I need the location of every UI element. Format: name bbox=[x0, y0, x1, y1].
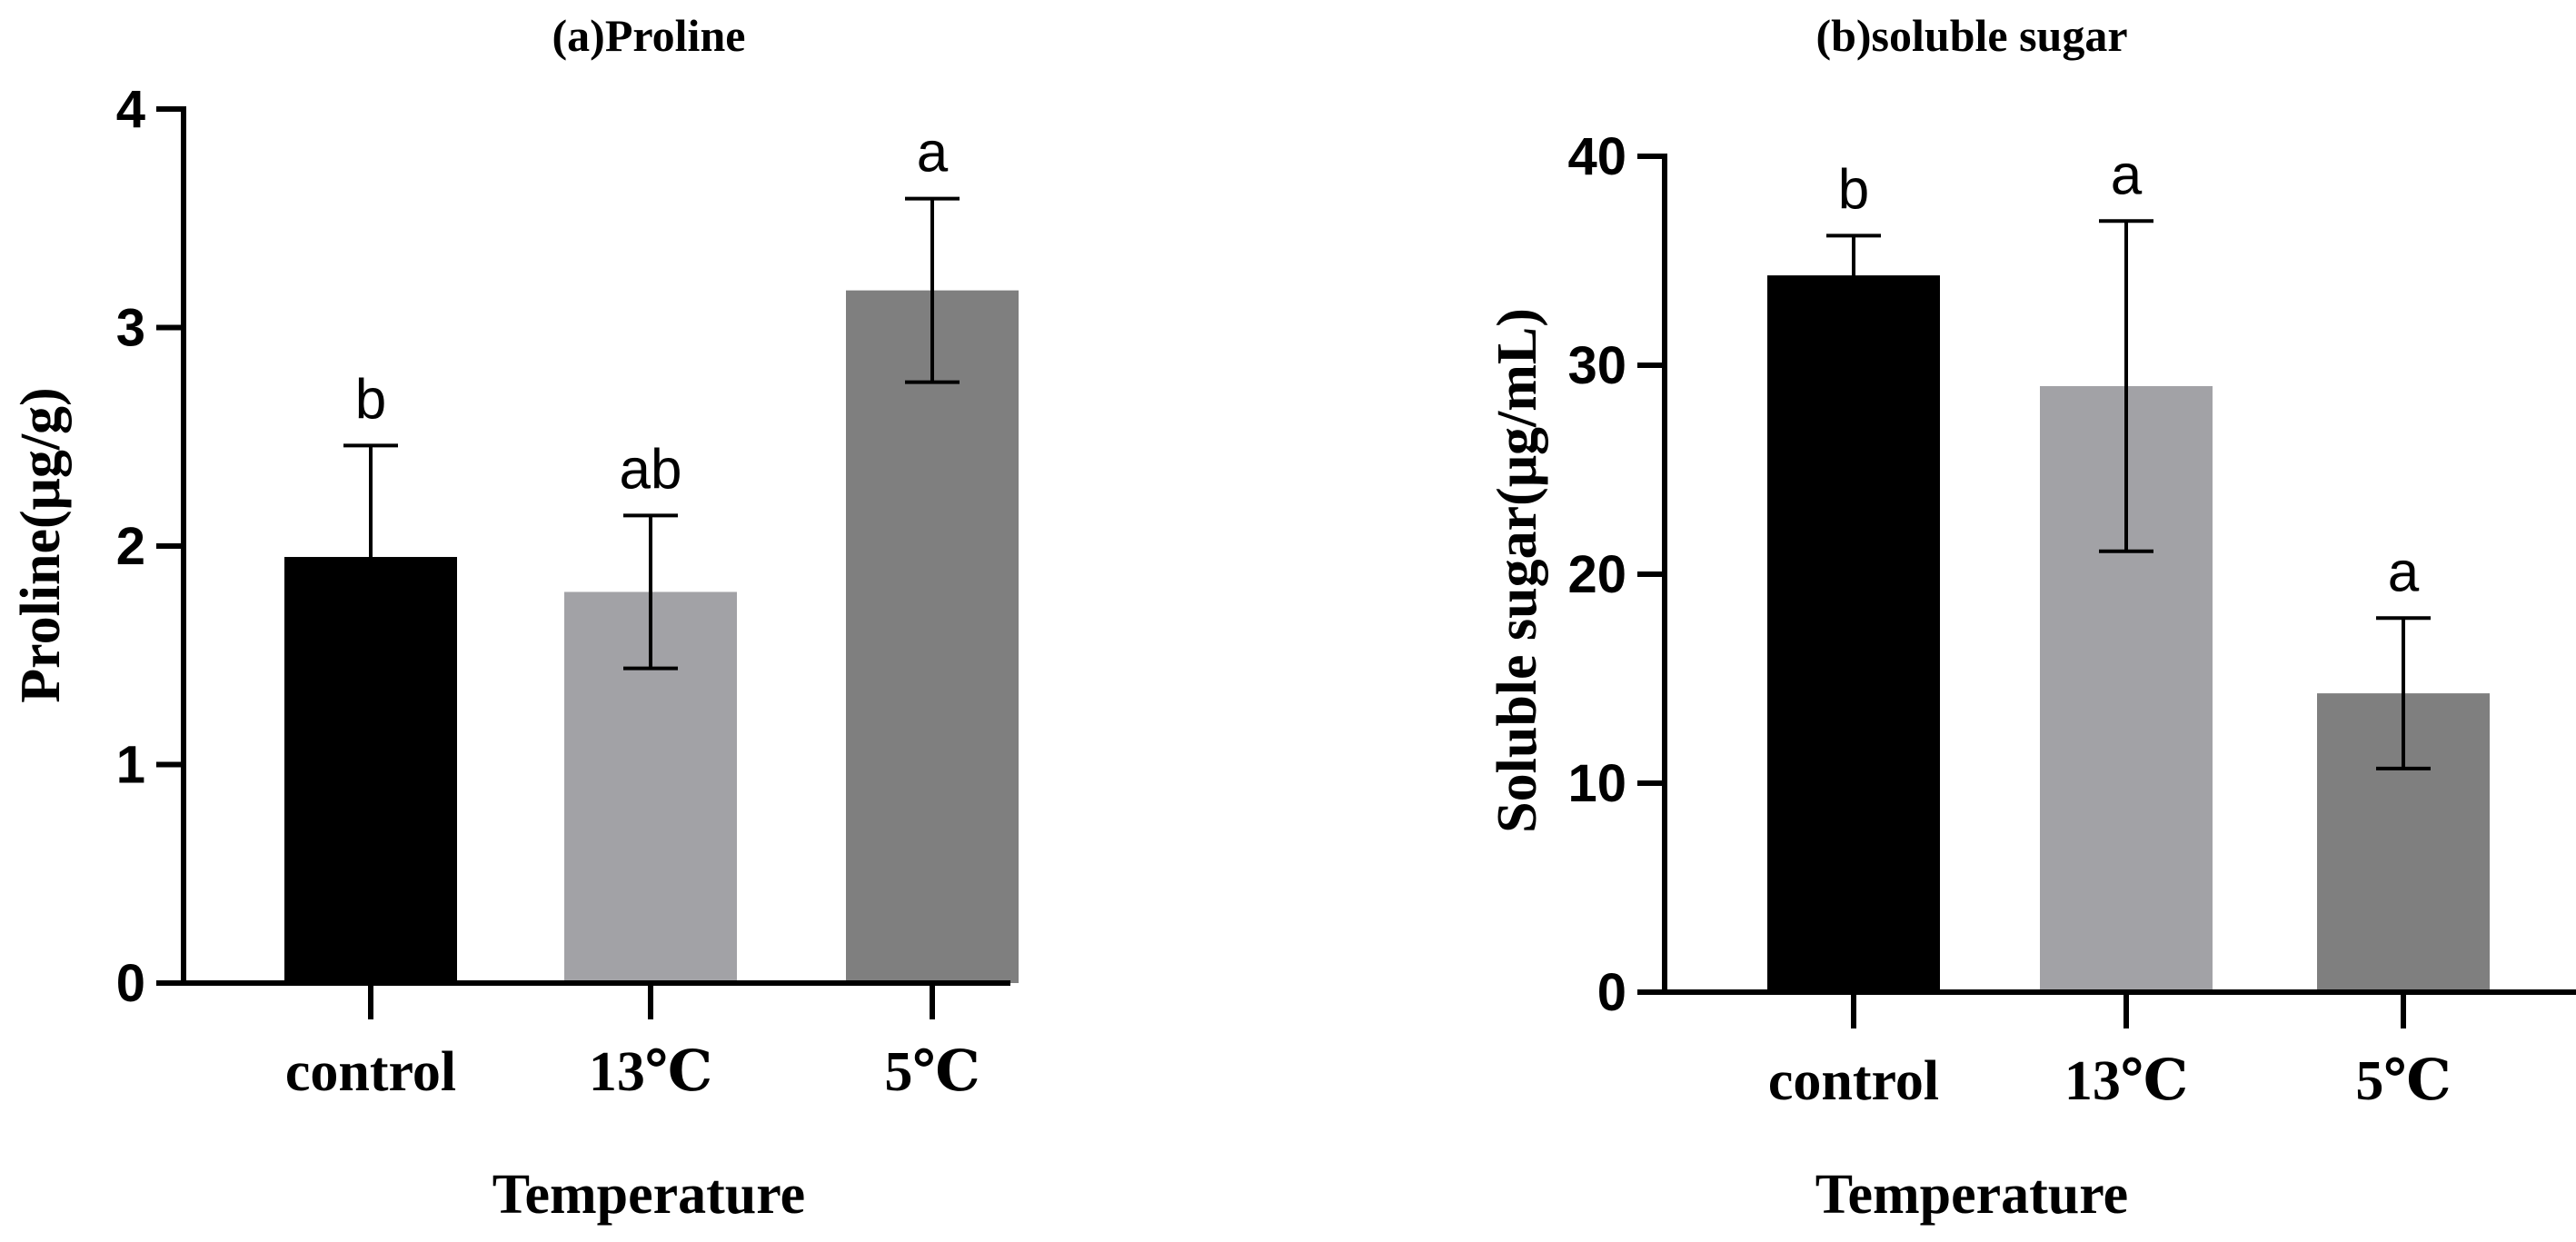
x-tick-label-1: 13℃ bbox=[2064, 1050, 2188, 1112]
x-tick-label-1: 13℃ bbox=[589, 1041, 712, 1103]
y-tick-label-1: 1 bbox=[116, 736, 145, 795]
y-tick-label-0: 0 bbox=[1597, 963, 1626, 1022]
significance-label-0: b bbox=[355, 368, 386, 431]
bar-0 bbox=[1767, 275, 1940, 993]
significance-label-2: a bbox=[2388, 541, 2420, 603]
significance-label-1: a bbox=[2111, 144, 2143, 206]
x-tick-label-0: control bbox=[285, 1041, 456, 1103]
chart-title: (b)soluble sugar bbox=[1815, 10, 2127, 61]
y-tick-label-0: 0 bbox=[116, 954, 145, 1013]
y-tick-label-4: 4 bbox=[116, 80, 145, 139]
panel-a-marks: b ab a 0 1 2 3 4 control 13℃ 5℃ bbox=[116, 80, 1019, 1103]
panel-a-proline: (a)Proline Proline(μg/g) Temperature b ab… bbox=[10, 10, 1019, 1226]
y-tick-label-1: 10 bbox=[1567, 754, 1626, 813]
significance-label-2: a bbox=[917, 122, 949, 184]
y-axis-title: Proline(μg/g) bbox=[10, 387, 72, 702]
y-axis-title: Soluble sugar(μg/mL) bbox=[1487, 308, 1548, 833]
x-tick-label-0: control bbox=[1768, 1050, 1939, 1112]
chart-title: (a)Proline bbox=[552, 10, 746, 61]
significance-label-0: b bbox=[1838, 158, 1869, 221]
y-tick-label-3: 3 bbox=[116, 299, 145, 358]
x-axis-title: Temperature bbox=[1815, 1164, 2128, 1226]
significance-label-1: ab bbox=[620, 438, 682, 501]
x-tick-label-2: 5℃ bbox=[884, 1041, 980, 1103]
panel-b-marks: b a a 0 10 20 30 40 control 13℃ 5℃ bbox=[1567, 127, 2576, 1112]
bar-2 bbox=[846, 290, 1019, 983]
x-tick-label-2: 5℃ bbox=[2355, 1050, 2451, 1112]
y-tick-label-2: 20 bbox=[1567, 545, 1626, 604]
y-tick-label-2: 2 bbox=[116, 517, 145, 576]
x-axis-title: Temperature bbox=[492, 1164, 805, 1226]
y-tick-label-4: 40 bbox=[1567, 127, 1626, 186]
y-tick-label-3: 30 bbox=[1567, 336, 1626, 395]
panel-b-soluble-sugar: (b)soluble sugar Soluble sugar(μg/mL) Te… bbox=[1487, 10, 2576, 1226]
